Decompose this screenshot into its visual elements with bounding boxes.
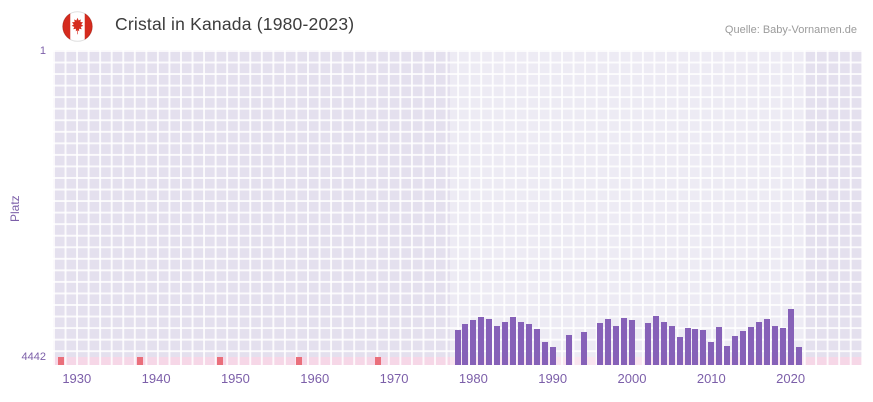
bar-2021 — [795, 347, 802, 365]
bar-1998 — [613, 326, 620, 365]
bar-2020 — [787, 309, 794, 365]
source-credit: Quelle: Baby-Vornamen.de — [724, 24, 857, 36]
bar-1980 — [470, 319, 477, 365]
bar-2011 — [716, 327, 723, 365]
bar-2002 — [644, 323, 651, 365]
y-tick-top: 1 — [39, 45, 46, 57]
x-tick-1930: 1930 — [62, 371, 92, 386]
plot-area — [53, 50, 862, 365]
bar-1986 — [517, 321, 524, 365]
bar-2000 — [628, 320, 635, 365]
bar-2006 — [676, 336, 683, 365]
x-tick-1950: 1950 — [220, 371, 250, 386]
bar-2009 — [700, 329, 707, 365]
x-axis: 1930 1940 1950 1960 1970 1980 1990 2000 2010 2020 — [53, 371, 862, 393]
x-tick-1980: 1980 — [458, 371, 488, 386]
chart-title: Cristal in Kanada (1980-2023) — [115, 14, 355, 34]
bar-1978 — [454, 329, 461, 365]
bar-1996 — [597, 323, 604, 365]
x-tick-1990: 1990 — [538, 371, 568, 386]
x-tick-2020: 2020 — [776, 371, 806, 386]
bar-1990 — [549, 347, 556, 365]
red-marker-1928 — [57, 357, 64, 365]
bar-2012 — [724, 345, 731, 365]
bar-2015 — [747, 327, 754, 365]
bar-2019 — [779, 327, 786, 365]
red-marker-1968 — [375, 357, 382, 365]
bar-1982 — [486, 318, 493, 365]
y-tick-bottom: 4442 — [21, 351, 46, 363]
red-marker-1958 — [295, 357, 302, 365]
bar-2003 — [652, 316, 659, 365]
bar-1989 — [541, 342, 548, 365]
bar-1997 — [605, 318, 612, 365]
x-tick-2010: 2010 — [696, 371, 726, 386]
bar-2004 — [660, 322, 667, 365]
bar-2014 — [740, 330, 747, 365]
bar-1979 — [462, 323, 469, 365]
bar-2005 — [668, 325, 675, 365]
bar-1999 — [621, 318, 628, 365]
x-tick-1940: 1940 — [141, 371, 171, 386]
bar-2017 — [763, 318, 770, 365]
bar-1988 — [533, 329, 540, 365]
bar-2018 — [771, 325, 778, 365]
data-range-highlight-band — [449, 50, 807, 365]
bar-1987 — [525, 324, 532, 365]
bar-2010 — [708, 341, 715, 365]
bar-2016 — [755, 322, 762, 365]
red-marker-1938 — [137, 357, 144, 365]
bar-1983 — [494, 326, 501, 365]
y-axis-label: Platz — [8, 195, 22, 222]
red-marker-1948 — [216, 357, 223, 365]
x-tick-1960: 1960 — [300, 371, 330, 386]
bar-1985 — [510, 316, 517, 365]
bar-1981 — [478, 316, 485, 365]
x-tick-1970: 1970 — [379, 371, 409, 386]
bar-1994 — [581, 332, 588, 365]
bar-2007 — [684, 327, 691, 365]
bar-1992 — [565, 334, 572, 365]
bar-2008 — [692, 328, 699, 365]
bar-2013 — [732, 336, 739, 365]
canada-flag-icon — [62, 11, 93, 42]
bar-1984 — [502, 322, 509, 365]
x-tick-2000: 2000 — [617, 371, 647, 386]
